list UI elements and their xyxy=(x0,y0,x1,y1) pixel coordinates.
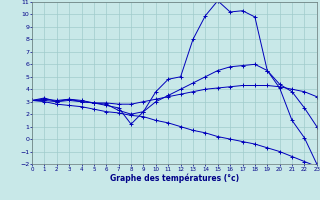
X-axis label: Graphe des températures (°c): Graphe des températures (°c) xyxy=(110,173,239,183)
